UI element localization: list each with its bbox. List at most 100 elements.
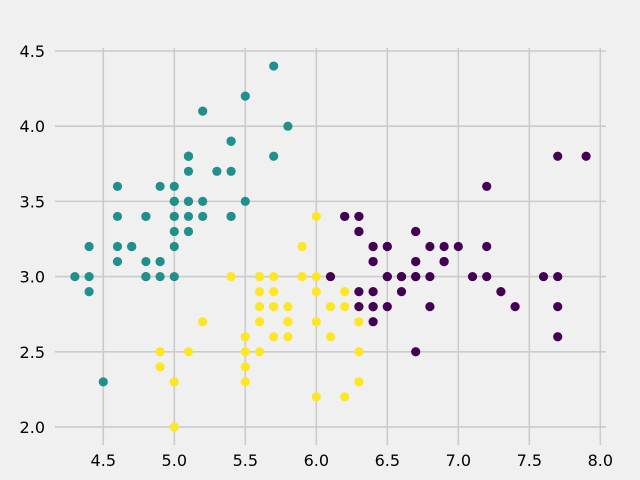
scatter-point-class-0 [155, 256, 165, 267]
y-gridlines [55, 50, 606, 428]
data-points [70, 61, 591, 432]
scatter-point-class-0 [169, 211, 179, 222]
scatter-point-class-2 [354, 287, 364, 297]
scatter-point-class-0 [183, 151, 194, 161]
scatter-point-class-1 [240, 332, 250, 342]
scatter-point-class-2 [553, 151, 563, 161]
scatter-point-class-1 [155, 347, 165, 357]
y-tick-label: 4.5 [20, 42, 45, 61]
scatter-point-class-1 [354, 317, 364, 327]
scatter-point-class-1 [226, 271, 236, 282]
scatter-point-class-1 [283, 332, 293, 342]
scatter-point-class-1 [269, 271, 279, 282]
scatter-point-class-2 [396, 287, 407, 297]
scatter-point-class-2 [425, 302, 435, 312]
y-tick-label: 2.5 [20, 343, 45, 362]
scatter-point-class-2 [411, 256, 421, 267]
scatter-point-class-0 [183, 211, 194, 222]
scatter-point-class-1 [169, 377, 179, 387]
scatter-point-class-0 [183, 196, 194, 206]
scatter-point-class-1 [254, 302, 265, 312]
scatter-point-class-1 [311, 271, 321, 282]
scatter-point-class-0 [141, 256, 151, 267]
scatter-point-class-0 [226, 166, 236, 176]
scatter-point-class-0 [240, 91, 250, 101]
scatter-point-class-0 [112, 256, 123, 267]
scatter-point-class-2 [411, 347, 421, 357]
scatter-point-class-2 [510, 302, 520, 312]
y-tick-label: 2.0 [20, 418, 45, 437]
scatter-point-class-1 [254, 271, 265, 282]
scatter-point-class-2 [439, 241, 449, 252]
x-tick-label: 8.0 [588, 451, 613, 470]
scatter-point-class-2 [368, 302, 378, 312]
y-tick-label: 4.0 [20, 117, 45, 136]
scatter-point-class-2 [439, 256, 449, 267]
scatter-point-class-0 [198, 196, 208, 206]
x-tick-label: 4.5 [91, 451, 116, 470]
scatter-point-class-1 [254, 287, 265, 297]
scatter-point-class-1 [254, 317, 265, 327]
scatter-point-class-2 [354, 302, 364, 312]
scatter-point-class-1 [240, 377, 250, 387]
scatter-point-class-0 [155, 271, 165, 282]
y-tick-label: 3.0 [20, 268, 45, 287]
scatter-point-class-2 [325, 271, 336, 282]
scatter-point-class-0 [169, 271, 179, 282]
scatter-point-class-0 [84, 287, 94, 297]
x-tick-label: 6.5 [375, 451, 400, 470]
scatter-point-class-1 [183, 347, 194, 357]
scatter-point-class-1 [283, 302, 293, 312]
scatter-point-class-1 [311, 287, 321, 297]
scatter-point-class-2 [368, 256, 378, 267]
scatter-point-class-1 [325, 302, 336, 312]
scatter-point-class-0 [169, 181, 179, 191]
y-axis-ticks: 2.0 2.5 3.0 3.5 4.0 4.5 [20, 42, 45, 437]
scatter-point-class-0 [84, 241, 94, 252]
scatter-point-class-0 [141, 211, 151, 222]
scatter-point-class-2 [425, 271, 435, 282]
scatter-point-class-2 [382, 241, 392, 252]
scatter-point-class-2 [467, 271, 478, 282]
scatter-point-class-0 [169, 241, 179, 252]
scatter-point-class-1 [155, 362, 165, 372]
scatter-point-class-1 [240, 347, 250, 357]
scatter-point-class-2 [482, 241, 492, 252]
scatter-point-class-0 [183, 226, 194, 237]
scatter-point-class-0 [127, 241, 137, 252]
scatter-point-class-0 [183, 166, 194, 176]
scatter-point-class-2 [411, 226, 421, 237]
scatter-point-class-0 [269, 151, 279, 161]
x-tick-label: 5.5 [233, 451, 258, 470]
x-tick-label: 7.0 [446, 451, 471, 470]
x-tick-label: 6.0 [304, 451, 329, 470]
scatter-point-class-0 [198, 211, 208, 222]
scatter-point-class-1 [297, 271, 307, 282]
scatter-point-class-0 [240, 196, 250, 206]
scatter-point-class-1 [340, 302, 350, 312]
scatter-point-class-0 [84, 271, 94, 282]
scatter-point-class-2 [581, 151, 591, 161]
scatter-point-class-1 [297, 241, 307, 252]
x-tick-label: 5.0 [162, 451, 187, 470]
scatter-point-class-0 [212, 166, 222, 176]
scatter-point-class-1 [311, 392, 321, 402]
scatter-point-class-0 [98, 377, 108, 387]
scatter-point-class-1 [325, 332, 336, 342]
scatter-point-class-2 [354, 226, 364, 237]
scatter-point-class-1 [269, 302, 279, 312]
scatter-point-class-0 [112, 241, 123, 252]
scatter-point-class-1 [311, 211, 321, 222]
scatter-point-class-2 [368, 287, 378, 297]
scatter-point-class-0 [283, 121, 293, 131]
scatter-point-class-0 [112, 181, 123, 191]
x-axis-ticks: 4.5 5.0 5.5 6.0 6.5 7.0 7.5 8.0 [91, 451, 613, 470]
scatter-point-class-2 [496, 287, 506, 297]
scatter-point-class-0 [269, 61, 279, 71]
x-tick-label: 7.5 [517, 451, 542, 470]
scatter-point-class-0 [141, 271, 151, 282]
scatter-point-class-1 [311, 317, 321, 327]
scatter-point-class-2 [382, 302, 392, 312]
scatter-point-class-2 [482, 271, 492, 282]
